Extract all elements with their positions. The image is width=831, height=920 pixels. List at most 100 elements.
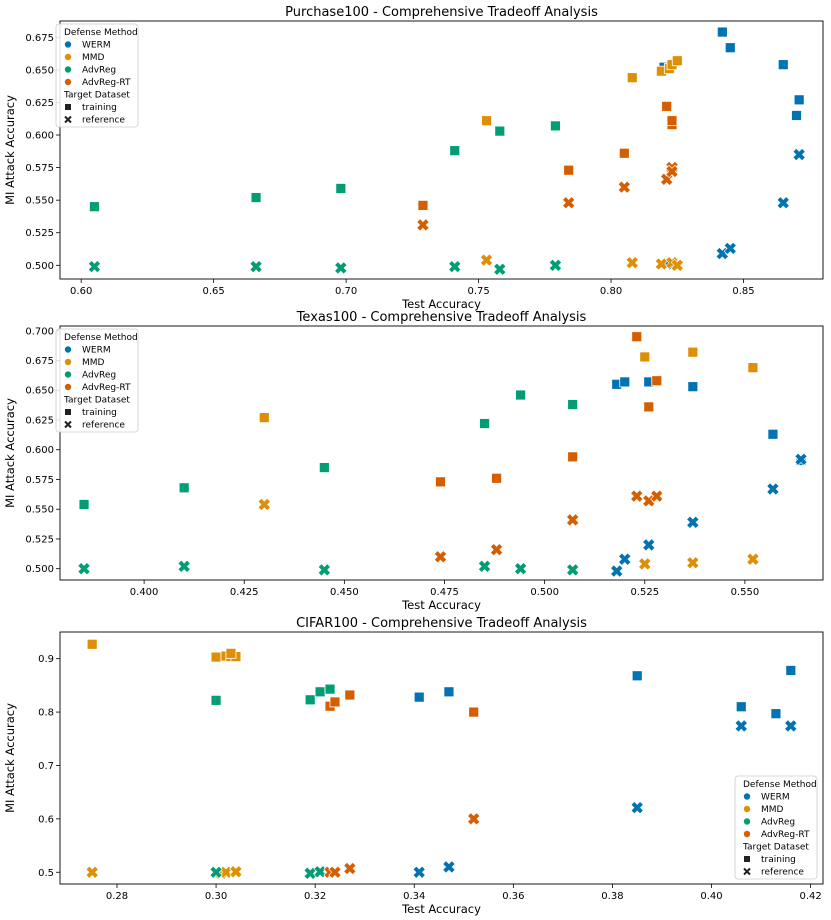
data-point-training — [479, 418, 490, 429]
series-mmd-training — [258, 346, 759, 424]
legend-marker-reference — [743, 867, 751, 876]
data-point-training — [643, 401, 655, 413]
legend-label-reference: reference — [82, 116, 125, 126]
data-point-training — [449, 145, 461, 157]
series-mmd-reference — [257, 497, 760, 571]
legend-marker-mmd — [64, 358, 72, 366]
series-advreg-training — [210, 683, 336, 706]
x-axis-label: Test Accuracy — [401, 297, 481, 311]
data-point-training — [443, 686, 455, 698]
legend-label-werm: WERM — [82, 346, 111, 356]
data-point-reference — [630, 801, 644, 815]
x-tick-label: 0.550 — [731, 587, 760, 598]
series-mmd-training — [481, 55, 683, 127]
data-point-training — [631, 670, 643, 682]
data-point-training — [417, 199, 429, 211]
y-tick-label: 0.575 — [25, 163, 54, 174]
x-tick-label: 0.60 — [70, 286, 92, 297]
y-tick-label: 0.600 — [25, 445, 54, 456]
y-tick-label: 0.500 — [25, 564, 54, 575]
legend-marker-mmd — [743, 805, 751, 813]
legend-label-advreg: AdvReg — [82, 371, 116, 381]
legend-label-mmd: MMD — [82, 358, 105, 368]
data-point-training — [210, 651, 222, 663]
y-tick-label: 0.9 — [38, 654, 54, 665]
series-werm-reference — [660, 147, 806, 271]
x-tick-label: 0.34 — [403, 891, 425, 902]
legend: Defense Method WERM MMD AdvReg AdvReg-RT Targ… — [55, 23, 139, 128]
legend-label-werm: WERM — [82, 41, 111, 51]
legend-marker-advreg-rt — [64, 78, 72, 86]
data-point-training — [250, 192, 262, 203]
legend-marker-advreg — [743, 818, 751, 825]
legend-label-advreg-rt: AdvReg-RT — [82, 383, 131, 393]
legend-label-reference: reference — [82, 421, 125, 431]
y-tick-label: 0.600 — [25, 131, 54, 142]
y-tick-label: 0.650 — [25, 386, 54, 397]
data-point-training — [491, 472, 502, 484]
series-advreg-rt-training — [435, 331, 663, 488]
x-tick-label: 0.500 — [530, 587, 559, 598]
series-advreg-rt-reference — [433, 489, 664, 564]
data-point-reference — [723, 241, 737, 255]
x-axis-label: Test Accuracy — [401, 902, 481, 916]
data-point-training — [567, 399, 579, 410]
chart-panel-2: Texas100 - Comprehensive Tradeoff Analys… — [3, 310, 824, 612]
legend-square-marker — [744, 856, 750, 862]
legend-title-method: Defense Method — [64, 28, 138, 38]
chart-title: Purchase100 - Comprehensive Tradeoff Ana… — [285, 5, 598, 20]
series-werm-reference — [412, 719, 798, 879]
data-point-reference — [548, 258, 562, 272]
data-point-training — [785, 665, 797, 676]
data-point-training — [618, 147, 630, 159]
x-tick-label: 0.28 — [106, 891, 128, 902]
plot-frame — [59, 20, 824, 280]
data-point-reference — [642, 538, 656, 552]
data-point-training — [747, 362, 759, 374]
legend-box — [734, 775, 818, 880]
data-point-training — [210, 694, 222, 706]
legend-marker-advreg — [64, 66, 72, 73]
plot-frame — [59, 325, 824, 581]
data-point-training — [735, 701, 747, 713]
data-point-reference — [493, 262, 507, 276]
data-point-training — [793, 94, 805, 106]
data-point-reference — [87, 260, 102, 274]
data-point-reference — [229, 865, 243, 879]
x-tick-label: 0.525 — [630, 587, 659, 598]
y-tick-label: 0.700 — [25, 326, 54, 337]
legend-x-marker — [64, 115, 72, 124]
series-werm-reference — [610, 452, 808, 578]
legend-box — [55, 328, 139, 433]
data-point-training — [304, 694, 316, 706]
data-point-reference — [442, 860, 456, 874]
legend-label-training: training — [82, 408, 117, 418]
legend-label-advreg: AdvReg — [761, 818, 795, 828]
data-point-reference — [566, 513, 580, 527]
data-point-training — [651, 375, 663, 387]
data-point-training — [324, 683, 336, 695]
data-point-reference — [328, 865, 342, 879]
data-point-reference — [734, 719, 748, 733]
legend-marker-advreg — [64, 371, 72, 378]
data-point-reference — [257, 497, 271, 512]
data-point-training — [550, 120, 561, 132]
legend-marker-werm — [743, 793, 751, 800]
data-point-training — [89, 201, 100, 213]
data-point-training — [567, 451, 579, 463]
data-point-training — [619, 376, 631, 388]
y-tick-label: 0.650 — [25, 65, 54, 76]
data-point-reference — [776, 196, 790, 210]
data-point-reference — [610, 564, 624, 578]
legend-title-method: Defense Method — [64, 333, 138, 343]
series-advreg-training — [89, 120, 561, 213]
data-point-training — [687, 381, 699, 393]
x-tick-label: 0.42 — [799, 891, 821, 902]
y-axis-label: MI Attack Accuracy — [3, 398, 17, 508]
data-point-reference — [477, 559, 492, 573]
data-point-reference — [514, 562, 528, 576]
x-tick-label: 0.70 — [335, 286, 357, 297]
y-tick-label: 0.7 — [38, 761, 54, 772]
x-tick-label: 0.75 — [467, 286, 489, 297]
data-point-reference — [490, 543, 504, 557]
